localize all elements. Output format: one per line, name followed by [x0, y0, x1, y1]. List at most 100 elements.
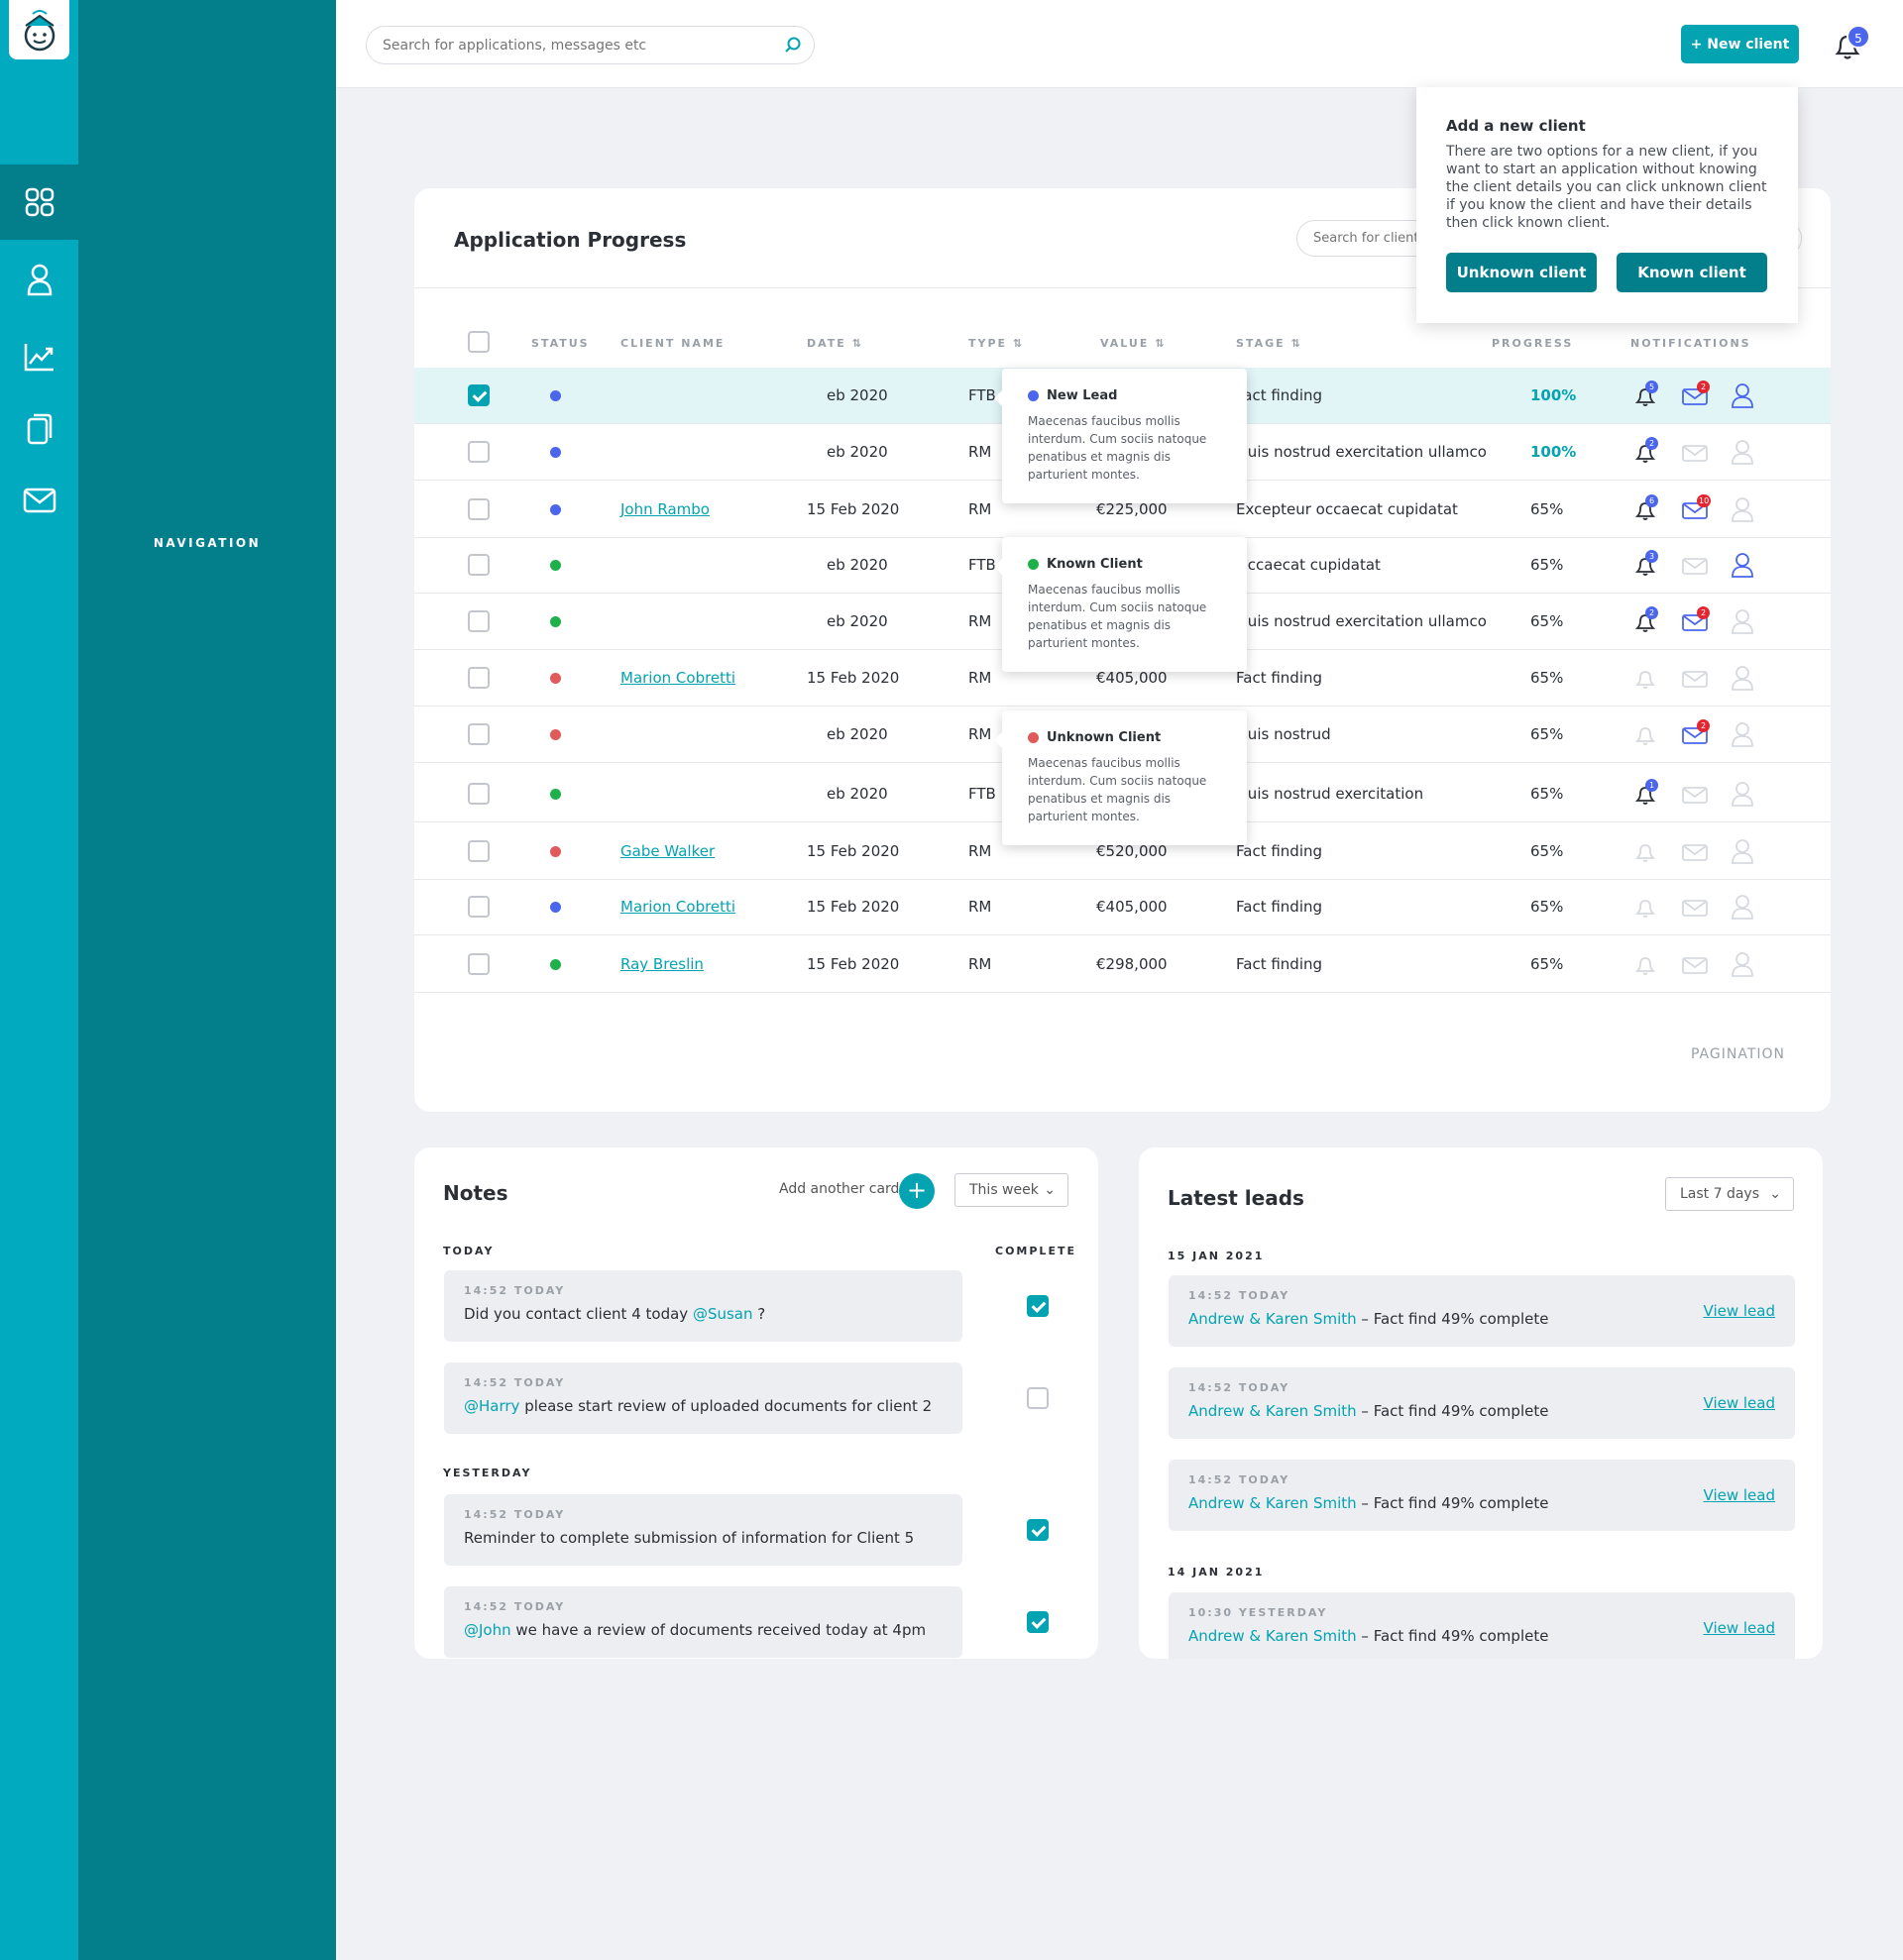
row-checkbox[interactable]	[468, 384, 490, 406]
row-checkbox[interactable]	[468, 667, 490, 689]
progress-cell: 65%	[1530, 955, 1564, 973]
bell-icon[interactable]	[1634, 896, 1656, 920]
rail-clients[interactable]	[0, 242, 78, 317]
client-name-link[interactable]: Marion Cobretti	[620, 669, 736, 687]
mail-icon[interactable]	[1681, 842, 1709, 862]
global-search-input[interactable]	[366, 26, 815, 64]
mention-link[interactable]: @Harry	[464, 1397, 520, 1415]
user-icon[interactable]	[1730, 381, 1755, 409]
client-name-link[interactable]: Ray Breslin	[620, 955, 704, 973]
client-name-link[interactable]: Marion Cobretti	[620, 898, 736, 916]
view-lead-link[interactable]: View lead	[1703, 1619, 1775, 1637]
known-client-button[interactable]: Known client	[1617, 253, 1767, 292]
table-row: Gabe Walker 15 Feb 2020 RM €520,000 Fact fin…	[414, 823, 1831, 880]
search-icon[interactable]	[784, 36, 802, 54]
latest-leads-card: Latest leads Last 7 days ⌄ 15 JAN 2021 1…	[1139, 1147, 1823, 1659]
user-icon[interactable]	[1730, 837, 1755, 865]
row-checkbox[interactable]	[468, 554, 490, 576]
mail-icon[interactable]	[1681, 785, 1709, 805]
note-complete-checkbox[interactable]	[1027, 1387, 1049, 1409]
user-icon[interactable]	[1730, 780, 1755, 808]
new-client-button[interactable]: + New client	[1681, 25, 1799, 63]
pagination[interactable]: PAGINATION	[1691, 1046, 1785, 1062]
notifications-header: NOTIFICATIONS	[1630, 337, 1751, 350]
unknown-client-button[interactable]: Unknown client	[1446, 253, 1597, 292]
row-checkbox[interactable]	[468, 498, 490, 520]
stage-header[interactable]: STAGE ⇅	[1236, 337, 1302, 350]
table-row: Ray Breslin 15 Feb 2020 RM €298,000 Fact fin…	[414, 936, 1831, 993]
lead-text: Andrew & Karen Smith – Fact find 49% com…	[1188, 1627, 1775, 1645]
view-lead-link[interactable]: View lead	[1703, 1302, 1775, 1320]
user-icon[interactable]	[1730, 893, 1755, 921]
rail-messages[interactable]	[0, 463, 78, 538]
rail-documents[interactable]	[0, 391, 78, 467]
user-icon	[27, 264, 52, 296]
mail-icon[interactable]	[1681, 898, 1709, 918]
progress-cell: 65%	[1530, 669, 1564, 687]
lead-client-name[interactable]: Andrew & Karen Smith	[1188, 1627, 1357, 1645]
leads-period-select[interactable]: Last 7 days ⌄	[1665, 1177, 1794, 1211]
mail-icon	[23, 488, 56, 513]
logo-icon	[24, 10, 55, 52]
lead-client-name[interactable]: Andrew & Karen Smith	[1188, 1494, 1357, 1512]
lead-client-name[interactable]: Andrew & Karen Smith	[1188, 1310, 1357, 1328]
row-checkbox[interactable]	[468, 610, 490, 632]
lead-text: Andrew & Karen Smith – Fact find 49% com…	[1188, 1310, 1775, 1328]
user-icon[interactable]	[1730, 607, 1755, 635]
note-text: Did you contact client 4 today @Susan ?	[464, 1305, 943, 1323]
bell-icon[interactable]	[1634, 953, 1656, 977]
note-complete-checkbox[interactable]	[1027, 1519, 1049, 1541]
view-lead-link[interactable]: View lead	[1703, 1486, 1775, 1504]
mail-icon[interactable]	[1681, 443, 1709, 463]
select-all-checkbox[interactable]	[468, 331, 490, 353]
status-dot	[1028, 732, 1039, 743]
note-text: @John we have a review of documents rece…	[464, 1621, 943, 1639]
note-complete-checkbox[interactable]	[1027, 1611, 1049, 1633]
plus-icon: +	[906, 1176, 928, 1204]
row-checkbox[interactable]	[468, 896, 490, 918]
user-icon[interactable]	[1730, 664, 1755, 692]
top-bar: + New client 5	[336, 0, 1903, 88]
notes-period-select[interactable]: This week ⌄	[954, 1173, 1068, 1207]
note-complete-checkbox[interactable]	[1027, 1295, 1049, 1317]
rail-analytics[interactable]	[0, 319, 78, 394]
row-checkbox[interactable]	[468, 723, 490, 745]
rail-dashboard[interactable]	[0, 164, 78, 240]
row-checkbox[interactable]	[468, 953, 490, 975]
value-cell: €225,000	[1096, 500, 1168, 518]
bell-icon[interactable]	[1634, 723, 1656, 747]
row-checkbox[interactable]	[468, 840, 490, 862]
client-name-link[interactable]: Gabe Walker	[620, 842, 716, 860]
user-icon[interactable]	[1730, 950, 1755, 978]
view-lead-link[interactable]: View lead	[1703, 1394, 1775, 1412]
mention-link[interactable]: @John	[464, 1621, 511, 1639]
user-icon[interactable]	[1730, 438, 1755, 466]
status-tooltip: Known Client Maecenas faucibus mollis int…	[994, 537, 1247, 672]
mail-icon[interactable]	[1681, 955, 1709, 975]
add-card-button[interactable]: +	[899, 1173, 935, 1209]
sort-icon: ⇅	[1012, 337, 1025, 350]
popover-body: There are two options for a new client, …	[1446, 144, 1767, 231]
user-icon[interactable]	[1730, 551, 1755, 579]
mail-icon[interactable]	[1681, 669, 1709, 689]
bell-icon[interactable]	[1634, 840, 1656, 864]
date-header[interactable]: DATE ⇅	[807, 337, 863, 350]
date-cell: eb 2020	[827, 785, 888, 803]
value-header[interactable]: VALUE ⇅	[1100, 337, 1166, 350]
bell-icon[interactable]	[1634, 667, 1656, 691]
type-cell: RM	[968, 842, 992, 860]
row-checkbox[interactable]	[468, 783, 490, 805]
app-logo[interactable]	[9, 0, 69, 59]
mail-icon[interactable]	[1681, 556, 1709, 576]
stage-cell: Fact finding	[1236, 669, 1323, 687]
lead-client-name[interactable]: Andrew & Karen Smith	[1188, 1402, 1357, 1420]
user-icon[interactable]	[1730, 495, 1755, 523]
user-icon[interactable]	[1730, 720, 1755, 748]
mention-link[interactable]: @Susan	[692, 1305, 753, 1323]
type-header[interactable]: TYPE ⇅	[968, 337, 1024, 350]
client-name-link[interactable]: John Rambo	[620, 500, 710, 518]
value-header-label: VALUE	[1100, 337, 1150, 350]
status-dot	[550, 504, 561, 515]
add-card-label[interactable]: Add another card	[779, 1181, 900, 1197]
row-checkbox[interactable]	[468, 441, 490, 463]
